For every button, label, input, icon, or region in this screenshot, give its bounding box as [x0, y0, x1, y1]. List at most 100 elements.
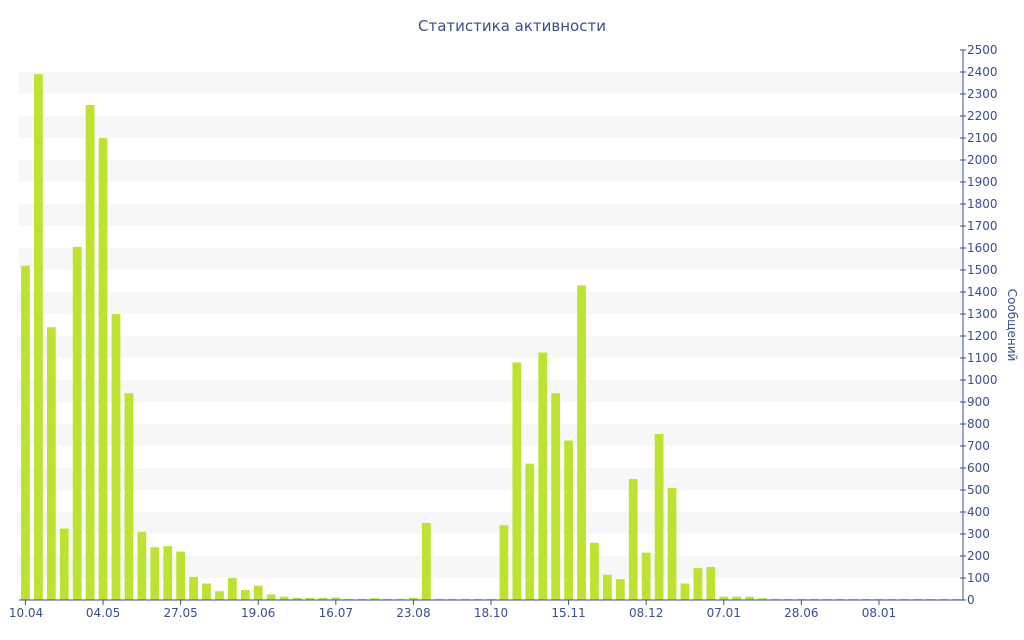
bar: [383, 598, 392, 600]
bar: [331, 597, 341, 600]
x-tick-label: 08.12: [629, 606, 663, 620]
x-tick-label: 19.06: [241, 606, 275, 620]
y-tick-label: 1600: [967, 241, 998, 255]
y-tick-label: 300: [967, 527, 990, 541]
y-tick-label: 100: [967, 571, 990, 585]
grid-band: [19, 160, 963, 182]
bar: [98, 138, 108, 600]
bar: [706, 567, 716, 600]
y-axis-ticks: 0 100 200 300 400 500 600 700 800 900 1000 1100 1200…: [960, 43, 998, 607]
bar: [240, 590, 250, 600]
bar: [292, 597, 302, 600]
grid-band: [19, 248, 963, 270]
grid-band: [19, 204, 963, 226]
x-tick-label: 15.11: [551, 606, 585, 620]
grid-band: [19, 512, 963, 534]
bar: [602, 574, 612, 600]
bar: [641, 552, 651, 600]
chart-title: Статистика активности: [418, 17, 606, 35]
grid-band: [19, 292, 963, 314]
bar: [667, 487, 677, 600]
bar: [628, 479, 638, 600]
bar: [590, 542, 599, 600]
x-tick-label: 18.10: [474, 606, 508, 620]
y-tick-label: 2500: [967, 43, 998, 57]
y-tick-label: 2300: [967, 87, 998, 101]
bar: [654, 433, 664, 600]
bar: [21, 265, 30, 600]
bar: [499, 525, 509, 600]
y-tick-label: 900: [967, 395, 990, 409]
bar: [189, 576, 198, 600]
bar: [163, 546, 173, 600]
bar: [551, 393, 561, 600]
y-tick-label: 500: [967, 483, 990, 497]
y-tick-label: 2000: [967, 153, 998, 167]
bar: [72, 246, 82, 600]
y-tick-label: 800: [967, 417, 990, 431]
bar: [137, 531, 147, 600]
bar: [85, 105, 95, 600]
bar: [758, 598, 767, 600]
bar: [719, 596, 729, 600]
bar: [318, 597, 328, 600]
y-tick-label: 0: [967, 593, 975, 607]
bar: [150, 547, 160, 600]
y-tick-label: 1700: [967, 219, 998, 233]
grid-band: [19, 380, 963, 402]
bar: [538, 352, 548, 600]
grid-band: [19, 116, 963, 138]
bar: [215, 591, 224, 600]
bar: [279, 596, 289, 600]
bar: [564, 440, 573, 600]
y-tick-label: 200: [967, 549, 990, 563]
bar: [434, 598, 444, 600]
bar: [357, 598, 367, 600]
x-tick-label: 28.06: [784, 606, 818, 620]
bar: [59, 528, 69, 600]
grid-bands: [19, 72, 963, 578]
bar: [202, 583, 211, 600]
bar: [460, 598, 470, 600]
bar: [473, 598, 483, 600]
y-tick-label: 600: [967, 461, 990, 475]
y-tick-label: 1400: [967, 285, 998, 299]
y-tick-label: 1000: [967, 373, 998, 387]
bar: [693, 568, 703, 600]
y-tick-label: 2200: [967, 109, 998, 123]
y-tick-label: 2100: [967, 131, 998, 145]
bar: [176, 551, 186, 600]
bar: [266, 594, 276, 600]
bar: [447, 598, 457, 600]
x-tick-label: 08.01: [862, 606, 896, 620]
grid-band: [19, 424, 963, 446]
bar: [486, 598, 496, 600]
y-axis-title: Сообщений: [1005, 289, 1019, 362]
grid-band: [19, 468, 963, 490]
y-tick-label: 1900: [967, 175, 998, 189]
bar: [577, 285, 586, 600]
bar: [615, 579, 625, 600]
bar: [771, 598, 780, 600]
y-tick-label: 1800: [967, 197, 998, 211]
bar: [409, 597, 418, 600]
x-tick-label: 27.05: [163, 606, 197, 620]
y-tick-label: 1200: [967, 329, 998, 343]
x-tick-label: 10.04: [9, 606, 43, 620]
bar: [124, 393, 134, 600]
bar: [253, 585, 263, 600]
bar: [227, 578, 237, 600]
y-tick-label: 2400: [967, 65, 998, 79]
x-axis-ticks: 10.04 04.05 27.05 19.06 16.07 23.08 18.10 15.11…: [9, 600, 896, 620]
bar-series: [21, 74, 961, 600]
y-tick-label: 700: [967, 439, 990, 453]
y-tick-label: 1500: [967, 263, 998, 277]
bar: [111, 314, 121, 600]
grid-band: [19, 556, 963, 578]
grid-band: [19, 72, 963, 94]
bar: [421, 523, 431, 600]
bar: [745, 596, 755, 600]
bar: [525, 463, 535, 600]
x-tick-label: 04.05: [86, 606, 120, 620]
